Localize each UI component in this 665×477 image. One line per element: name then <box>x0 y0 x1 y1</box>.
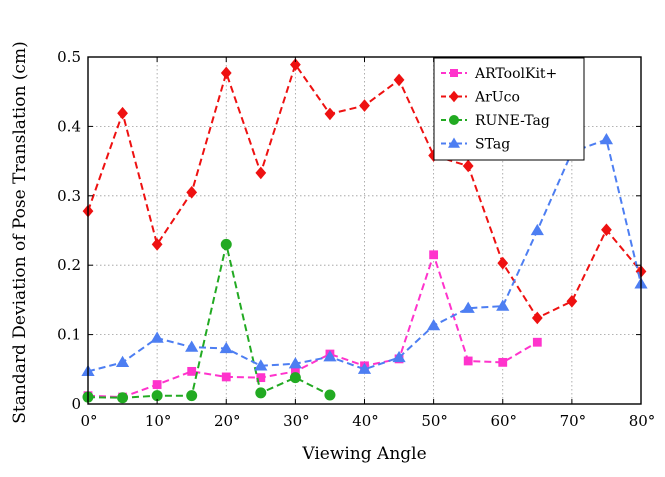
x-tick-label: 0° <box>80 412 97 430</box>
data-point-artoolkit <box>152 380 162 389</box>
y-axis-label: Standard Deviation of Pose Translation (… <box>10 41 30 423</box>
data-point-stag <box>461 301 475 313</box>
data-point-artoolkit <box>429 250 439 260</box>
data-point-aruco <box>151 238 163 251</box>
data-point-stag <box>150 331 164 343</box>
data-point-stag <box>496 299 510 311</box>
data-point-aruco <box>531 311 543 325</box>
legend-label: STag <box>475 137 510 153</box>
data-point-artoolkit <box>290 366 300 376</box>
data-point-aruco <box>601 223 612 237</box>
data-point-aruco <box>462 159 474 173</box>
series-artoolkit <box>83 250 542 402</box>
data-point-artoolkit <box>532 337 542 347</box>
data-point-aruco <box>186 186 198 199</box>
data-point-stag <box>530 223 544 236</box>
series-line-rune-tag <box>87 244 331 399</box>
x-tick-label: 70° <box>560 412 587 430</box>
axis-ticks: 0° 10° 20° 30° 40° 50° 60° 70° 80° 0 0.1 0.2 0.3 0.4 0… <box>57 48 655 430</box>
data-point-rune-tag <box>324 389 336 401</box>
legend-item: STag <box>441 137 510 153</box>
y-tick-label: 0.3 <box>57 187 81 205</box>
y-tick-label: 0.2 <box>57 256 81 274</box>
series-line-stag <box>87 138 642 373</box>
data-point-artoolkit <box>498 357 508 367</box>
legend-marker <box>448 137 460 148</box>
x-tick-label: 60° <box>490 412 517 430</box>
data-point-aruco <box>255 166 267 180</box>
legend: ARToolKit+ ArUco RUNE-Tag STag <box>433 57 585 161</box>
legend-item: RUNE-Tag <box>441 113 550 129</box>
data-point-stag <box>599 132 614 145</box>
x-tick-label: 10° <box>145 412 172 430</box>
series-rune-tag <box>82 238 336 404</box>
series-line-artoolkit <box>87 251 538 399</box>
data-point-rune-tag <box>186 390 198 402</box>
data-point-rune-tag <box>117 392 129 404</box>
legend-label: RUNE-Tag <box>475 113 550 129</box>
data-point-rune-tag <box>151 390 163 402</box>
x-tick-label: 40° <box>352 412 379 430</box>
y-tick-label: 0.4 <box>57 117 81 135</box>
data-point-rune-tag <box>255 387 267 399</box>
y-tick-label: 0 <box>71 395 81 413</box>
series-layer <box>81 58 648 404</box>
x-tick-label: 20° <box>214 412 241 430</box>
legend-item: ARToolKit+ <box>441 66 557 82</box>
legend-marker <box>450 69 458 77</box>
data-point-stag <box>357 362 372 374</box>
data-point-aruco <box>117 106 128 120</box>
x-tick-label: 50° <box>421 412 448 430</box>
data-point-stag <box>219 341 233 354</box>
data-point-stag <box>427 318 441 331</box>
data-point-stag <box>392 350 406 363</box>
x-tick-label: 80° <box>629 412 656 430</box>
legend-marker <box>449 115 459 125</box>
x-axis-label: Viewing Angle <box>301 444 426 464</box>
data-point-stag <box>288 357 302 369</box>
legend-label: ARToolKit+ <box>474 66 557 82</box>
legend-marker <box>449 90 459 103</box>
legend-item: ArUco <box>441 90 520 106</box>
x-tick-label: 30° <box>283 412 310 430</box>
data-point-aruco <box>393 73 405 87</box>
data-point-aruco <box>220 66 232 80</box>
data-point-stag <box>254 359 268 371</box>
data-point-stag <box>185 340 199 352</box>
data-point-aruco <box>289 58 301 71</box>
data-point-aruco <box>497 256 509 270</box>
data-point-rune-tag <box>289 372 301 384</box>
data-point-artoolkit <box>463 356 473 366</box>
data-point-artoolkit <box>221 372 231 382</box>
data-point-aruco <box>566 294 578 308</box>
data-point-artoolkit <box>187 366 197 376</box>
data-point-rune-tag <box>220 238 232 250</box>
data-point-aruco <box>324 107 336 121</box>
y-tick-label: 0.5 <box>57 48 81 66</box>
data-point-aruco <box>359 99 370 112</box>
legend-label: ArUco <box>474 90 520 106</box>
y-tick-label: 0.1 <box>57 326 81 344</box>
data-point-artoolkit <box>256 373 266 383</box>
data-point-stag <box>115 355 130 367</box>
data-point-stag <box>323 350 337 362</box>
